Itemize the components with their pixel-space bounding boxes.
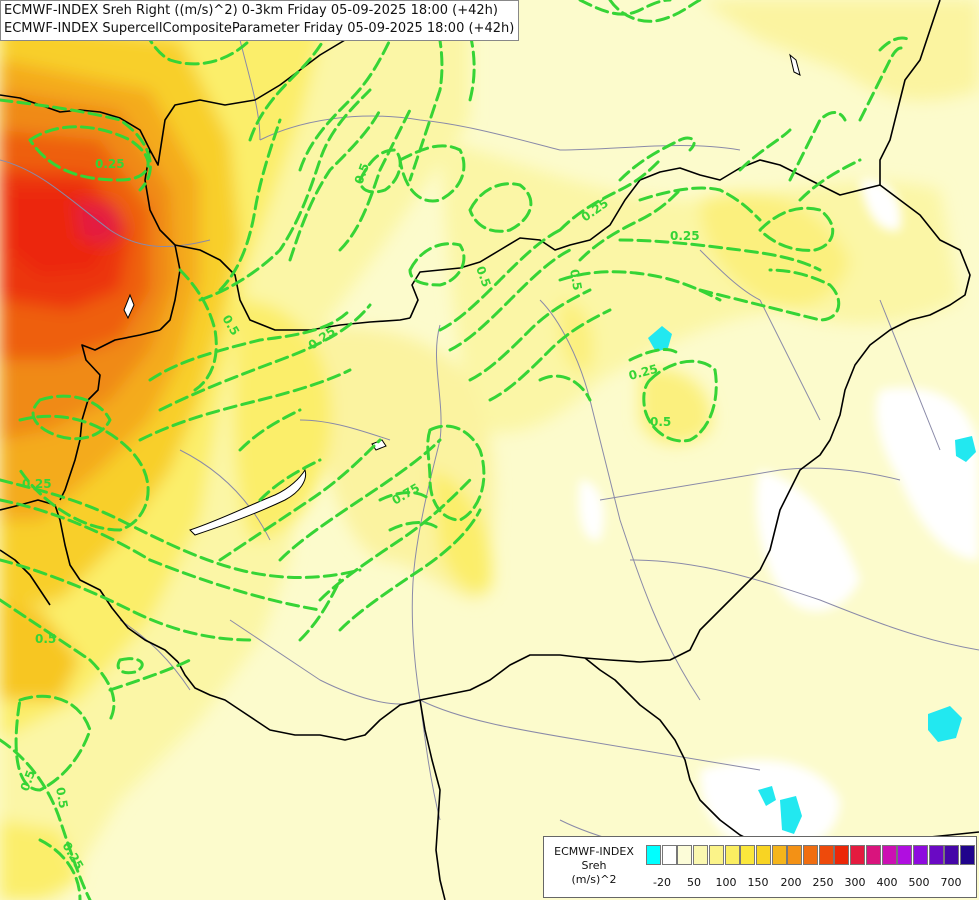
legend-tick-label: 300 [844, 876, 866, 889]
legend-tick-label: -20 [653, 876, 671, 889]
legend-tick-label: 50 [687, 876, 701, 889]
legend-swatch [755, 845, 771, 865]
legend-swatch [944, 845, 960, 865]
lakes [123, 53, 801, 536]
legend-swatch [834, 845, 850, 865]
legend-tick-label: 100 [715, 876, 737, 889]
legend-tick-label: 150 [747, 876, 769, 889]
contour-label: 0.5 [53, 786, 70, 809]
legend-swatch [818, 845, 834, 865]
contour-label: 0.5 [567, 268, 584, 291]
legend-swatch [912, 845, 928, 865]
contour-label: 0.5 [18, 768, 38, 793]
legend-name-line3: (m/s)^2 [571, 873, 617, 886]
legend-swatch [693, 845, 709, 865]
map-title-sreh: ECMWF-INDEX Sreh Right ((m/s)^2) 0-3km F… [4, 3, 498, 18]
legend-swatch [771, 845, 787, 865]
map-title-scp: ECMWF-INDEX SupercellCompositeParameter … [4, 21, 515, 36]
legend-name-line2: Sreh [581, 859, 607, 872]
contour-label: 0.5 [473, 264, 493, 289]
contour-label: 0.5 [352, 161, 372, 186]
legend-name: ECMWF-INDEX Sreh (m/s)^2 [546, 845, 642, 887]
legend-swatch [928, 845, 944, 865]
map-title-box: ECMWF-INDEX Sreh Right ((m/s)^2) 0-3km F… [0, 0, 520, 41]
legend-swatch [850, 845, 866, 865]
legend-swatch [881, 845, 897, 865]
legend-swatch [787, 845, 803, 865]
legend-swatch [724, 845, 740, 865]
legend-tick-label: 500 [908, 876, 930, 889]
legend-tick-label: 200 [780, 876, 802, 889]
contour-label: 0.25 [95, 157, 125, 171]
legend-tick-label: 250 [812, 876, 834, 889]
legend-name-line1: ECMWF-INDEX [554, 845, 634, 858]
contour-label: 0.25 [22, 477, 52, 491]
contour-label: 0.25 [670, 229, 700, 243]
legend-tick-label: 700 [940, 876, 962, 889]
legend-swatch [865, 845, 881, 865]
contour-label: 0.5 [35, 632, 56, 646]
legend-swatch [661, 845, 677, 865]
contour-label: 0.5 [650, 415, 671, 429]
legend-swatch [897, 845, 913, 865]
legend-swatch [708, 845, 724, 865]
legend-swatch [803, 845, 818, 865]
legend-swatch [960, 845, 975, 865]
legend-tick-label: 400 [876, 876, 898, 889]
legend-swatch [646, 845, 661, 865]
color-legend: ECMWF-INDEX Sreh (m/s)^2 -20 50 100 150 200 2… [543, 836, 977, 898]
legend-swatch [740, 845, 756, 865]
legend-swatch [677, 845, 693, 865]
scp-contours [0, 0, 912, 900]
